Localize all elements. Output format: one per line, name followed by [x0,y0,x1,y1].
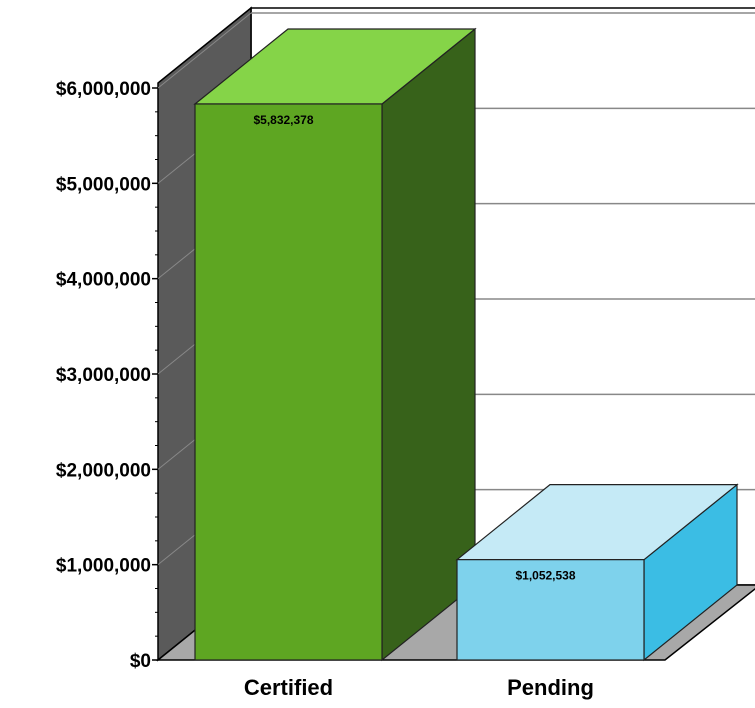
x-tick-label: Certified [244,675,333,700]
bars: $5,832,378 $1,052,538 [193,27,739,662]
y-tick-label: $1,000,000 [56,556,151,577]
y-tick-label: $0 [130,651,151,672]
y-axis: $0 $1,000,000 $2,000,000 $3,000,000 $4,000,0… [56,79,158,672]
data-label: $5,832,378 [253,113,313,127]
y-tick-label: $6,000,000 [56,79,151,100]
bar-front-face [456,559,645,661]
x-axis: Certified Pending [244,675,594,700]
bar-certified: $5,832,378 [193,27,477,662]
y-tick-label: $3,000,000 [56,365,151,386]
data-label: $1,052,538 [515,569,575,583]
bar-pending: $1,052,538 [455,483,739,662]
x-tick-label: Pending [507,675,594,700]
y-tick-label: $5,000,000 [56,174,151,195]
gridline-side [157,12,252,89]
y-tick-label: $4,000,000 [56,270,151,291]
y-tick-label: $2,000,000 [56,460,151,481]
bar-front-face [194,103,383,661]
